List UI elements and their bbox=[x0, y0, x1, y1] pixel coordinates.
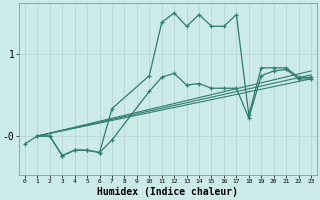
X-axis label: Humidex (Indice chaleur): Humidex (Indice chaleur) bbox=[98, 187, 238, 197]
